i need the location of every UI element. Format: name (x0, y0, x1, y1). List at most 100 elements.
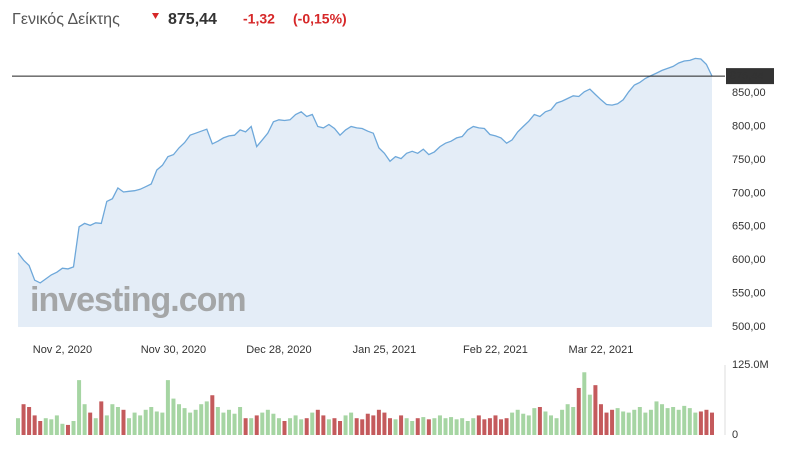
volume-bar (254, 415, 259, 435)
y-tick-label: 650,00 (732, 221, 766, 233)
volume-bar (710, 412, 714, 435)
volume-bar (88, 412, 93, 435)
price-line (17, 57, 713, 284)
volume-bar (526, 415, 531, 435)
volume-bar (127, 418, 132, 435)
volume-bar (704, 409, 709, 435)
volume-bar (593, 385, 598, 435)
volume-bar (560, 409, 565, 435)
volume-bar (676, 409, 681, 435)
x-tick-label: Jan 25, 2021 (353, 344, 417, 356)
volume-bar (326, 419, 331, 435)
price: 875,44 (168, 11, 217, 28)
y-tick-label: 700,00 (732, 187, 766, 199)
volume-bar (421, 417, 426, 435)
volume-bar (310, 412, 315, 435)
volume-bar (637, 407, 642, 435)
volume-bar (471, 418, 476, 435)
area-fill (18, 58, 712, 328)
volume-bar (565, 404, 570, 435)
volume-bar (65, 424, 70, 435)
y-tick-label: 850,00 (732, 87, 766, 99)
volume-bar (60, 423, 65, 435)
volume-bar (243, 418, 248, 435)
volume-bar (343, 415, 348, 435)
volume-bar (27, 407, 32, 435)
volume-bar (138, 415, 143, 435)
y-tick-label: 550,00 (732, 287, 766, 299)
x-tick-label: Nov 2, 2020 (33, 344, 92, 356)
volume-bar (99, 401, 104, 435)
volume-bar (288, 418, 293, 435)
volume-bar (482, 419, 487, 435)
volume-bar (149, 407, 154, 435)
volume-bar (515, 409, 520, 435)
volume-bar (476, 415, 481, 435)
volume-bar (460, 418, 465, 435)
last-price-label: 875,44 (730, 70, 764, 82)
volume-bar (532, 408, 537, 435)
volume-bar (648, 409, 653, 435)
volume-bar (548, 415, 553, 435)
volume-bar (49, 419, 54, 435)
volume-bar (354, 418, 359, 435)
volume-bar (132, 412, 137, 435)
volume-bar (615, 408, 620, 435)
volume-bar (693, 412, 698, 435)
volume-bar (110, 404, 115, 435)
y-tick-label: 750,00 (732, 154, 766, 166)
volume-tick-label: 0 (732, 429, 738, 441)
volume-bar (171, 398, 176, 435)
volume-bar (698, 411, 703, 435)
volume-bar (215, 407, 220, 435)
volume-bar (143, 409, 148, 435)
volume-bar (410, 421, 415, 435)
index-name: Γενικός Δείκτης (12, 11, 120, 28)
volume-bar (177, 404, 182, 435)
volume-bar (504, 418, 509, 435)
volume-bar (371, 415, 376, 435)
volume-bar (299, 419, 304, 435)
volume-bar (465, 421, 470, 435)
volume-bar (265, 409, 270, 435)
volume-bar (554, 418, 559, 435)
volume-bar (643, 412, 648, 435)
volume-bar (393, 419, 398, 435)
volume-bar (77, 380, 82, 435)
x-tick-label: Feb 22, 2021 (463, 344, 528, 356)
volume-bar (576, 387, 581, 435)
volume-bar (443, 418, 448, 435)
volume-bar (365, 413, 370, 435)
volume-bar (226, 409, 231, 435)
change-percent: (-0,15%) (293, 11, 347, 27)
y-tick-label: 600,00 (732, 254, 766, 266)
volume-tick-label: 125.0M (732, 359, 769, 371)
volume-bar (404, 418, 409, 435)
volume-bar (338, 421, 343, 435)
volume-bar (204, 401, 209, 435)
volume-bar (360, 419, 365, 435)
volume-bar (521, 413, 526, 435)
volume-bar (82, 404, 87, 435)
volume-bar (154, 411, 159, 435)
y-tick-label: 500,00 (732, 321, 766, 333)
volume-bar (426, 419, 431, 435)
volume-bar (665, 408, 670, 435)
volume-bar (232, 413, 237, 435)
volume-bar (626, 412, 631, 435)
volume-bar (543, 411, 548, 435)
volume-bar (199, 404, 204, 435)
volume-bar (160, 412, 165, 435)
volume-bar (598, 404, 603, 435)
volume-bar (104, 415, 109, 435)
volume-bar (182, 408, 187, 435)
volume-bar (21, 404, 26, 435)
volume-bar (621, 411, 626, 435)
volume-bar (249, 418, 254, 435)
x-tick-label: Dec 28, 2020 (246, 344, 311, 356)
volume-bar (193, 409, 198, 435)
volume-bar (399, 415, 404, 435)
watermark: investing.com (30, 281, 246, 319)
volume-bar (121, 409, 126, 435)
